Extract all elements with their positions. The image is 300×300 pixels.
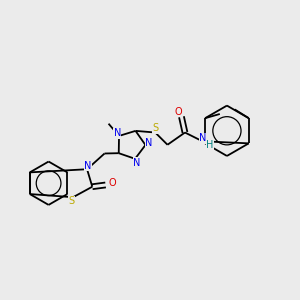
Text: N: N: [133, 158, 140, 168]
Text: O: O: [174, 106, 182, 116]
Text: N: N: [145, 138, 153, 148]
Text: N: N: [199, 134, 206, 143]
Text: N: N: [114, 128, 121, 138]
Text: S: S: [69, 196, 75, 206]
Text: H: H: [206, 140, 214, 150]
Text: O: O: [108, 178, 116, 188]
Text: S: S: [152, 123, 158, 133]
Text: N: N: [84, 161, 92, 171]
